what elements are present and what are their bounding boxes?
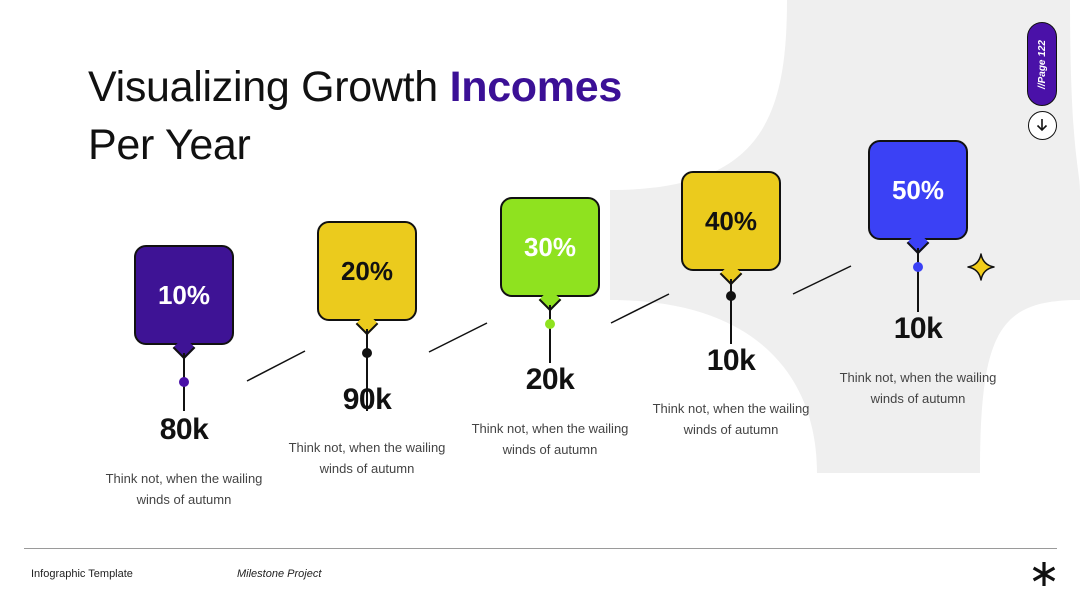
- asterisk-logo-icon: [1032, 562, 1056, 586]
- step-5: 50% 10k Think not, when the wailing wind…: [828, 140, 1008, 410]
- step-5-desc-line1: Think not, when the wailing: [839, 370, 997, 385]
- step-4-value: 10k: [706, 344, 756, 377]
- arrow-down-circle-icon: [1036, 119, 1048, 132]
- step-3-percent: 30%: [523, 231, 577, 262]
- step-3-desc-line2: winds of autumn: [502, 442, 598, 457]
- step-1-value: 80k: [159, 413, 209, 446]
- step-4-dot: [726, 291, 736, 301]
- step-4-stem: [730, 279, 732, 344]
- footer-project-label: Milestone Project: [237, 568, 322, 580]
- step-1-description: Think not, when the wailing winds of aut…: [94, 468, 274, 510]
- step-5-description: Think not, when the wailing winds of aut…: [828, 367, 1008, 409]
- step-2-dot: [362, 348, 372, 358]
- step-5-percent: 50%: [891, 174, 945, 205]
- scroll-down-button[interactable]: [1028, 111, 1057, 140]
- step-4: 40% 10k Think not, when the wailing wind…: [641, 171, 821, 441]
- step-3-bubble: 30%: [500, 197, 600, 312]
- page-indicator-label: //Page 122: [1036, 39, 1048, 89]
- step-3-dot: [545, 319, 555, 329]
- step-5-dot: [913, 262, 923, 272]
- step-3-description: Think not, when the wailing winds of aut…: [460, 418, 640, 460]
- step-1: 10% 80k Think not, when the wailing wind…: [94, 245, 274, 515]
- step-1-dot: [179, 377, 189, 387]
- step-2-description: Think not, when the wailing winds of aut…: [277, 437, 457, 479]
- step-4-description: Think not, when the wailing winds of aut…: [641, 398, 821, 440]
- title-accent: Incomes: [449, 63, 623, 111]
- step-3-stem: [549, 305, 551, 363]
- step-2-percent: 20%: [340, 255, 394, 286]
- step-5-bubble: 50%: [868, 140, 968, 255]
- step-3: 30% 20k Think not, when the wailing wind…: [460, 197, 640, 467]
- step-4-desc-line2: winds of autumn: [683, 422, 779, 437]
- step-5-stem: [917, 248, 919, 312]
- title-line1: Visualizing Growth: [88, 63, 438, 111]
- step-3-desc-line1: Think not, when the wailing: [471, 421, 629, 436]
- step-4-desc-line1: Think not, when the wailing: [652, 401, 810, 416]
- footer-divider: [24, 548, 1057, 549]
- step-4-percent: 40%: [704, 205, 758, 236]
- step-5-value: 10k: [893, 312, 943, 345]
- step-1-desc-line1: Think not, when the wailing: [105, 471, 263, 486]
- title-line2: Per Year: [88, 121, 251, 169]
- page-title: Visualizing Growth Incomes Per Year: [88, 58, 622, 174]
- page-indicator[interactable]: //Page 122: [1027, 22, 1057, 106]
- step-4-bubble: 40%: [681, 171, 781, 286]
- step-2-desc-line1: Think not, when the wailing: [288, 440, 446, 455]
- step-2: 20% 90k Think not, when the wailing wind…: [277, 221, 457, 491]
- step-1-desc-line2: winds of autumn: [136, 492, 232, 507]
- sparkle-star-icon: [967, 253, 995, 281]
- step-2-bubble: 20%: [317, 221, 417, 336]
- step-2-stem: [366, 329, 368, 411]
- step-1-bubble: 10%: [134, 245, 234, 360]
- step-5-desc-line2: winds of autumn: [870, 391, 966, 406]
- step-3-value: 20k: [525, 363, 575, 396]
- footer-template-label: Infographic Template: [31, 568, 133, 580]
- step-2-desc-line2: winds of autumn: [319, 461, 415, 476]
- step-2-value: 90k: [342, 383, 392, 416]
- step-1-percent: 10%: [157, 279, 211, 310]
